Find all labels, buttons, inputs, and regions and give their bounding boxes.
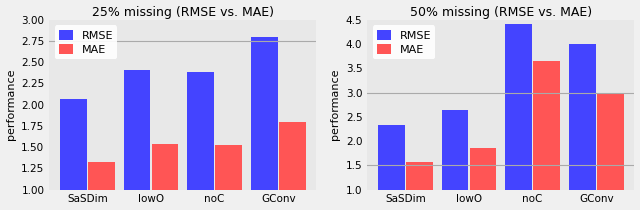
- Title: 50% missing (RMSE vs. MAE): 50% missing (RMSE vs. MAE): [410, 5, 592, 18]
- Bar: [152, 144, 179, 190]
- Bar: [442, 109, 468, 190]
- Legend: RMSE, MAE: RMSE, MAE: [373, 25, 435, 59]
- Y-axis label: performance: performance: [330, 69, 340, 140]
- Bar: [470, 148, 497, 190]
- Y-axis label: performance: performance: [6, 69, 15, 140]
- Bar: [251, 37, 278, 190]
- Bar: [215, 145, 242, 190]
- Bar: [188, 72, 214, 190]
- Bar: [124, 70, 150, 190]
- Bar: [533, 62, 560, 190]
- Bar: [60, 99, 87, 190]
- Bar: [597, 93, 623, 190]
- Legend: RMSE, MAE: RMSE, MAE: [55, 25, 117, 59]
- Bar: [506, 24, 532, 190]
- Bar: [88, 161, 115, 190]
- Title: 25% missing (RMSE vs. MAE): 25% missing (RMSE vs. MAE): [92, 5, 274, 18]
- Bar: [406, 162, 433, 190]
- Bar: [378, 125, 405, 190]
- Bar: [569, 43, 596, 190]
- Bar: [279, 122, 305, 190]
